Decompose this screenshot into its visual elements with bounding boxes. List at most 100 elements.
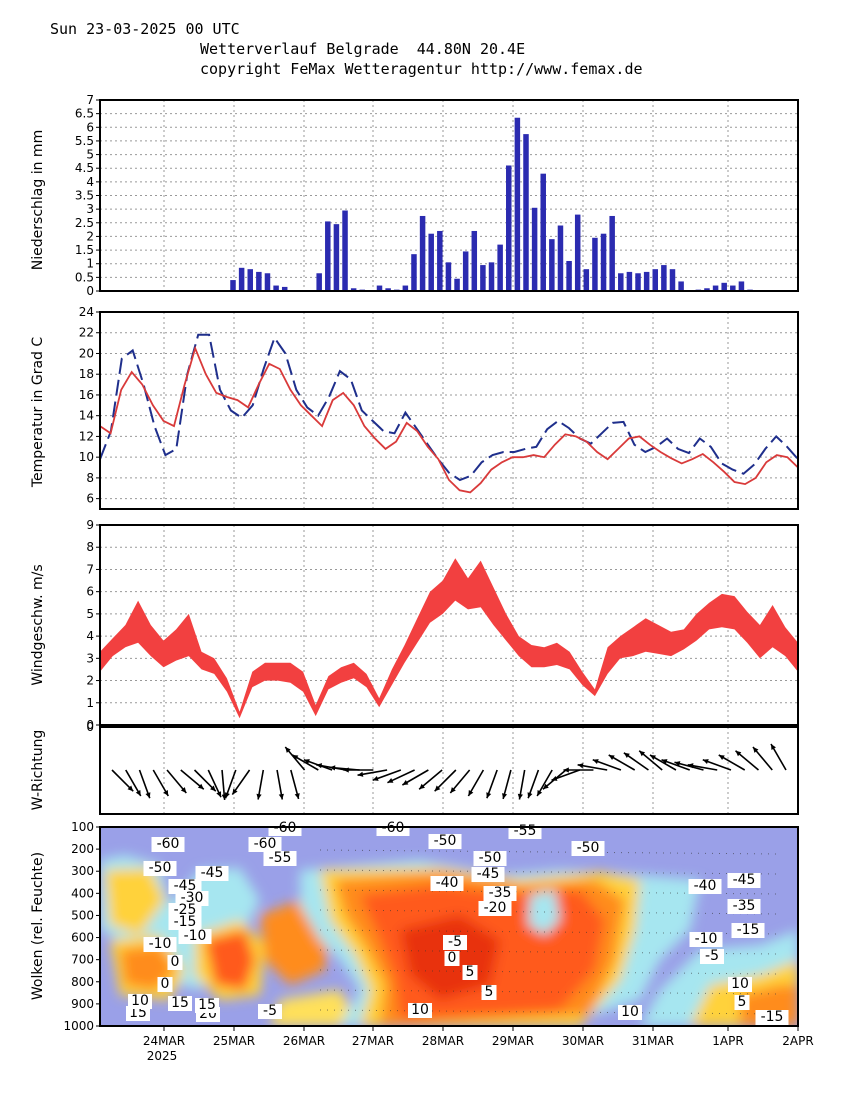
y-tick-label: 16 (79, 388, 94, 402)
y-tick-label: 4 (86, 629, 94, 643)
wind-direction-arrow (649, 754, 677, 771)
y-tick-label: 0.5 (75, 270, 94, 284)
precip-bar (506, 165, 512, 291)
y-tick-label: 1 (86, 257, 94, 271)
precip-bar (316, 273, 322, 291)
contour-label: 15 (171, 995, 189, 1011)
contour-label-bg (688, 879, 722, 894)
date-line: Sun 23-03-2025 00 UTC (50, 20, 240, 38)
wind-direction-arrow (687, 763, 718, 771)
contour-label-bg (700, 949, 724, 964)
wind-direction-arrow (224, 769, 237, 799)
precip-bar (333, 224, 340, 291)
wind-direction-arrow (387, 769, 415, 784)
y-tick-label: 18 (79, 367, 94, 381)
precip-bar (488, 262, 495, 291)
contour-label: -55 (269, 850, 292, 866)
x-tick-label: 2APR (782, 1034, 813, 1048)
wind-direction-arrow (752, 746, 773, 771)
wind-direction-arrow (111, 769, 134, 792)
y-tick-label: 4 (86, 175, 94, 189)
contour-label: 10 (731, 976, 749, 992)
temp-ylabel: Temperatur in Grad C (30, 337, 46, 489)
contour-label-bg (168, 903, 202, 918)
contour-label: 0 (161, 976, 170, 992)
y-tick-label: 6 (86, 492, 94, 506)
wind-direction-arrow (486, 769, 498, 799)
y-tick-label: 4.5 (75, 161, 94, 175)
contour-label: 5 (485, 984, 494, 1000)
y-tick-label: 0 (86, 284, 94, 298)
x-tick-label: 31MAR (632, 1034, 674, 1048)
precip-bar (721, 282, 727, 291)
contour-label-bg (755, 1010, 789, 1025)
contour-label: -50 (149, 860, 172, 876)
contour-label-bg (689, 932, 723, 947)
contour-label-bg (428, 834, 462, 849)
wind-direction-arrow (193, 769, 217, 792)
wind-direction-arrow (166, 769, 187, 794)
precip-bar (531, 207, 538, 291)
contour-label: 0 (171, 954, 180, 970)
contour-label: -15 (174, 914, 197, 930)
precip-bar (445, 262, 452, 291)
wind-direction-arrow (734, 750, 760, 771)
precip-bar (738, 281, 745, 291)
precip-bar (402, 285, 409, 291)
x-tick-label: 26MAR (283, 1034, 325, 1048)
contour-label: -5 (263, 1003, 277, 1019)
contour-label-bg (728, 977, 752, 992)
wind-direction-arrow (674, 761, 704, 771)
y-tick-label: 6.5 (75, 107, 94, 121)
contour-label-bg (195, 998, 219, 1013)
y-tick-label: 9 (86, 518, 94, 532)
precip-bar (514, 117, 521, 291)
precip-bar (385, 288, 391, 291)
contour-label-bg (444, 951, 460, 966)
contour-label-bg (128, 994, 152, 1009)
wind-direction-arrow (138, 769, 151, 799)
contour-label-bg (462, 965, 478, 980)
wind-direction-arrow (401, 769, 429, 786)
wind-direction-arrow (372, 769, 402, 782)
contour-label-bg (167, 955, 183, 970)
cloud-ylabel: Wolken (rel. Feuchte) (30, 852, 46, 1000)
y-tick-label: 500 (71, 908, 94, 922)
precip-bar (454, 278, 460, 291)
dewpoint-line (99, 333, 799, 482)
precip-bar (230, 280, 236, 291)
wind-direction-arrow (290, 769, 300, 800)
precip-bar (480, 265, 486, 291)
wdir-panel: 0 W-Richtung (30, 720, 799, 815)
precip-bar (678, 281, 684, 291)
wind-direction-arrow (180, 769, 205, 790)
precip-bar (730, 285, 736, 291)
wind-direction-arrow (276, 769, 284, 800)
y-tick-label: 1.5 (75, 243, 94, 257)
y-tick-label: 1 (86, 696, 94, 710)
y-tick-label: 3.5 (75, 189, 94, 203)
contour-label-bg (443, 935, 467, 950)
contour-label-bg (727, 873, 761, 888)
wind-direction-arrow (502, 769, 512, 800)
y-tick-label: 800 (71, 975, 94, 989)
contour-label: 10 (131, 993, 149, 1009)
contour-label: -5 (448, 934, 462, 950)
contour-label-bg (478, 901, 512, 916)
precip-bar (256, 271, 262, 291)
wind-speed-band (100, 558, 798, 719)
contour-label: 10 (411, 1002, 429, 1018)
y-tick-label: 700 (71, 953, 94, 967)
contour-label: -10 (695, 931, 718, 947)
contour-label-bg (195, 866, 229, 881)
x-tick-label: 1APR (712, 1034, 743, 1048)
contour-label-bg (618, 1005, 642, 1020)
wind-direction-arrow (718, 754, 746, 771)
y-tick-label: 1000 (63, 1019, 94, 1033)
y-tick-label: 2 (86, 229, 94, 243)
wind-ylabel: Windgeschw. m/s (30, 564, 46, 685)
wind-direction-arrow (434, 769, 457, 792)
y-tick-label: 200 (71, 842, 94, 856)
wind-direction-arrow (770, 743, 787, 771)
contour-label: -10 (184, 928, 207, 944)
